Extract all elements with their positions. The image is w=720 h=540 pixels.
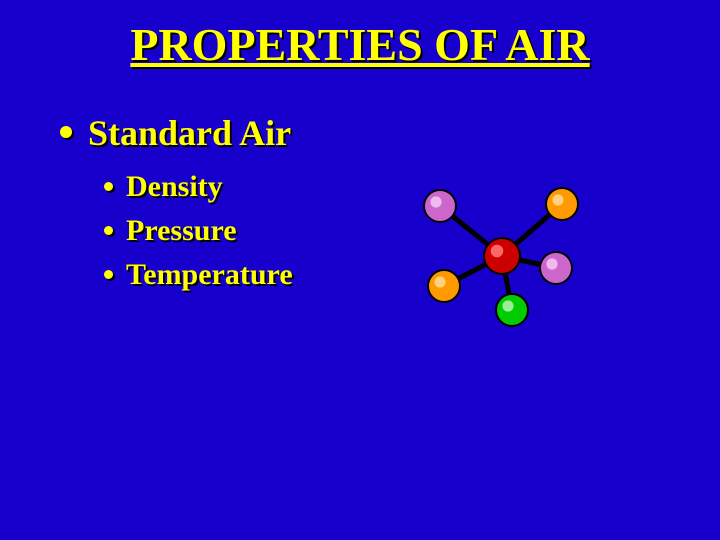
bullet-level1: Standard Air xyxy=(88,112,291,154)
bullet-dot xyxy=(104,270,113,279)
molecule-graphic xyxy=(402,176,602,336)
bullet-dot xyxy=(104,182,113,191)
bullet-level2: Density xyxy=(126,170,223,204)
slide-title: PROPERTIES OF AIR xyxy=(130,18,589,71)
bullet-text: Pressure xyxy=(126,214,237,247)
bullet-text: Temperature xyxy=(126,258,293,291)
bullet-text: Standard Air xyxy=(88,113,291,153)
bullet-dot xyxy=(104,226,113,235)
bullet-dot xyxy=(60,126,72,138)
bullet-level2: Temperature xyxy=(126,258,293,292)
bullet-level2: Pressure xyxy=(126,214,237,248)
bullet-text: Density xyxy=(126,170,223,203)
